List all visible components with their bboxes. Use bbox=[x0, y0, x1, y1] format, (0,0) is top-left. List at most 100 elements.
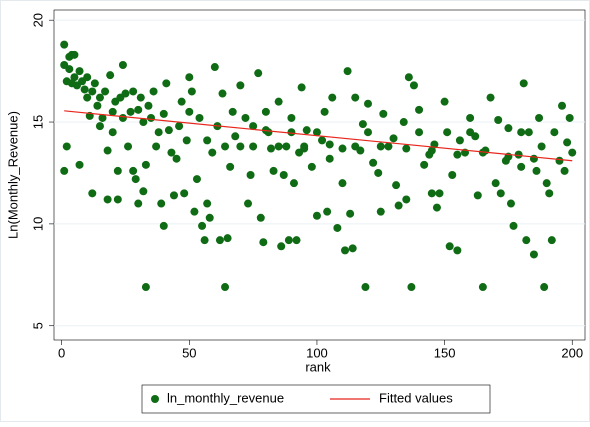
point bbox=[514, 150, 523, 159]
point bbox=[343, 67, 352, 76]
point bbox=[284, 236, 293, 245]
point bbox=[175, 122, 184, 131]
point bbox=[519, 79, 528, 88]
point bbox=[568, 148, 577, 157]
x-tick-label: 200 bbox=[561, 345, 583, 360]
point bbox=[312, 211, 321, 220]
y-tick-label: 15 bbox=[30, 115, 45, 129]
point bbox=[75, 67, 84, 76]
point bbox=[384, 142, 393, 151]
point bbox=[141, 160, 150, 169]
point bbox=[159, 109, 168, 118]
point bbox=[95, 93, 104, 102]
plot-area bbox=[53, 9, 586, 341]
point bbox=[83, 73, 92, 82]
point bbox=[75, 160, 84, 169]
point bbox=[256, 213, 265, 222]
point bbox=[445, 242, 454, 251]
point bbox=[141, 283, 150, 292]
point bbox=[415, 105, 424, 114]
point bbox=[287, 113, 296, 122]
y-tick-label: 10 bbox=[30, 217, 45, 231]
point bbox=[376, 207, 385, 216]
point bbox=[496, 189, 505, 198]
x-tick-label: 100 bbox=[306, 345, 328, 360]
point bbox=[118, 61, 127, 69]
point bbox=[325, 140, 334, 149]
point bbox=[486, 93, 495, 102]
point bbox=[83, 93, 92, 102]
point bbox=[522, 236, 531, 245]
point bbox=[292, 236, 301, 245]
point bbox=[404, 73, 413, 82]
point bbox=[427, 146, 436, 155]
point bbox=[210, 63, 219, 72]
point bbox=[261, 107, 270, 116]
point bbox=[338, 179, 347, 188]
point bbox=[60, 40, 69, 49]
point bbox=[149, 87, 158, 96]
point bbox=[113, 195, 122, 204]
point bbox=[346, 209, 355, 218]
point bbox=[545, 189, 554, 198]
point bbox=[167, 148, 176, 157]
point bbox=[121, 89, 130, 98]
point bbox=[88, 189, 97, 198]
legend-swatch bbox=[151, 395, 159, 403]
point bbox=[226, 162, 235, 171]
point bbox=[323, 207, 332, 216]
point bbox=[101, 87, 110, 96]
point bbox=[307, 162, 316, 171]
point bbox=[274, 142, 283, 151]
point bbox=[185, 107, 194, 116]
point bbox=[136, 93, 145, 102]
x-tick-label: 150 bbox=[434, 345, 456, 360]
point bbox=[506, 199, 515, 208]
point bbox=[289, 179, 298, 188]
point bbox=[259, 238, 268, 247]
point bbox=[274, 97, 283, 106]
point bbox=[558, 101, 567, 110]
point bbox=[402, 195, 411, 204]
point bbox=[180, 189, 189, 198]
point bbox=[407, 283, 416, 292]
point bbox=[453, 150, 462, 159]
point bbox=[205, 213, 214, 222]
point bbox=[440, 97, 449, 106]
point bbox=[108, 128, 117, 137]
point bbox=[93, 101, 102, 110]
point bbox=[223, 234, 232, 243]
point bbox=[157, 199, 166, 208]
point bbox=[177, 97, 186, 106]
point bbox=[547, 236, 556, 245]
point bbox=[134, 105, 143, 114]
point bbox=[108, 107, 117, 116]
point bbox=[154, 128, 163, 137]
point bbox=[190, 207, 199, 216]
point bbox=[560, 166, 569, 175]
point bbox=[302, 126, 311, 135]
point bbox=[200, 236, 209, 245]
point bbox=[312, 128, 321, 137]
point bbox=[103, 195, 112, 204]
point bbox=[203, 136, 212, 145]
point bbox=[466, 113, 475, 122]
point bbox=[198, 221, 207, 230]
point bbox=[555, 156, 564, 165]
point bbox=[491, 179, 500, 188]
point bbox=[517, 162, 526, 171]
point bbox=[435, 189, 444, 198]
point bbox=[139, 187, 148, 196]
point bbox=[60, 166, 69, 175]
x-axis-label: rank bbox=[305, 359, 331, 374]
point bbox=[529, 250, 538, 259]
point bbox=[118, 113, 127, 122]
point bbox=[504, 124, 513, 133]
point bbox=[277, 242, 286, 251]
point bbox=[364, 99, 373, 108]
point bbox=[187, 87, 196, 96]
point bbox=[236, 81, 245, 90]
point bbox=[164, 126, 173, 135]
point bbox=[241, 113, 250, 122]
point bbox=[420, 160, 429, 169]
